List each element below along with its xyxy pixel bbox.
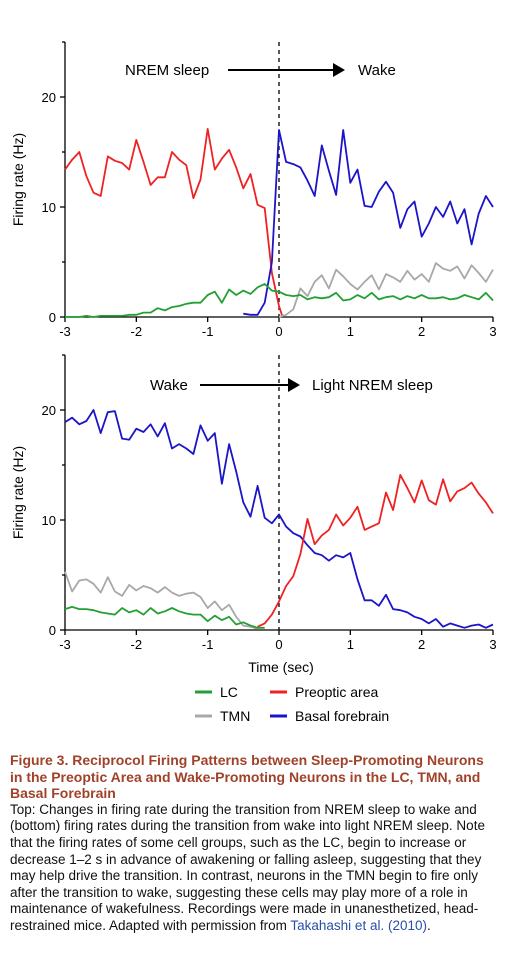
y-tick-label: 20: [42, 403, 56, 418]
x-tick-label: 0: [275, 637, 282, 652]
x-tick-label: 2: [418, 637, 425, 652]
series-lc: [65, 283, 494, 318]
chart-wake-to-nrem: -3 -2 -1 0 1 2 3 0 10 20 Firing rate (Hz) Time (sec…: [10, 354, 497, 675]
x-tick-label: -1: [202, 637, 214, 652]
y-axis-label: Firing rate (Hz): [10, 133, 26, 226]
legend-label: Preoptic area: [295, 684, 378, 700]
x-tick-label: 2: [418, 324, 425, 339]
y-tick-label: 0: [49, 623, 56, 638]
legend-label: Basal forebrain: [295, 708, 389, 724]
x-tick-label: -2: [131, 637, 143, 652]
annotation-from: Wake: [150, 377, 188, 394]
series-tmn: [278, 262, 494, 318]
annotation-from: NREM sleep: [125, 62, 209, 79]
x-tick-label: 3: [489, 324, 496, 339]
x-tick-label: 3: [489, 637, 496, 652]
series-preoptic-area: [257, 473, 494, 628]
y-tick-label: 20: [42, 90, 56, 105]
arrow-head: [333, 63, 345, 77]
x-tick-label: -2: [131, 324, 143, 339]
y-tick-label: 0: [49, 310, 56, 325]
figure-caption: Figure 3. Reciprocol Firing Patterns bet…: [10, 752, 498, 935]
legend-label: LC: [220, 684, 238, 700]
series-preoptic-area: [64, 127, 284, 318]
series-basal-forebrain: [243, 129, 494, 316]
x-tick-label: -3: [59, 324, 71, 339]
x-tick-label: -3: [59, 637, 71, 652]
legend: LC TMN Preoptic area Basal forebrain: [195, 684, 389, 724]
series-lc: [64, 606, 265, 629]
arrow-head: [288, 378, 300, 392]
caption-title: Figure 3. Reciprocol Firing Patterns bet…: [10, 752, 484, 802]
caption-end: .: [426, 917, 431, 933]
x-tick-label: 1: [347, 637, 354, 652]
legend-label: TMN: [220, 708, 250, 724]
y-axis-label: Firing rate (Hz): [10, 446, 26, 539]
series-tmn: [64, 571, 258, 630]
x-tick-label: -1: [202, 324, 214, 339]
annotation-to: Light NREM sleep: [312, 377, 433, 394]
caption-body: Top: Changes in firing rate during the t…: [10, 801, 485, 933]
citation-link[interactable]: Takahashi et al. (2010): [290, 917, 427, 933]
y-tick-label: 10: [42, 200, 56, 215]
x-tick-label: 0: [275, 324, 282, 339]
y-tick-label: 10: [42, 513, 56, 528]
annotation-to: Wake: [358, 62, 396, 79]
series-basal-forebrain: [64, 409, 494, 629]
chart-nrem-to-wake: -3 -2 -1 0 1 2 3 0 10 20 Firing rate (Hz) NREM slee…: [10, 41, 497, 339]
x-axis-label: Time (sec): [248, 659, 314, 675]
x-tick-label: 1: [347, 324, 354, 339]
